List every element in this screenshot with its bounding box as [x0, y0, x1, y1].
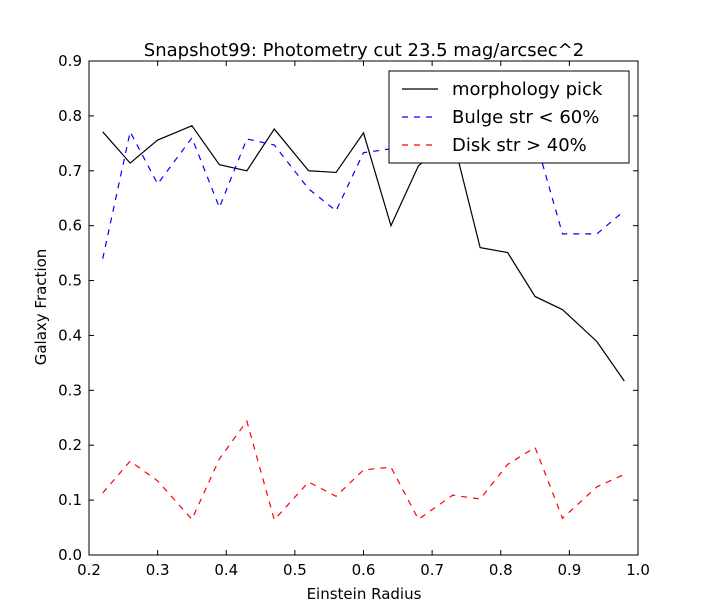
- y-tick-label: 0.4: [58, 326, 82, 344]
- x-tick-label: 0.3: [146, 561, 170, 579]
- y-tick-label: 0.6: [58, 217, 82, 235]
- x-tick-label: 0.4: [214, 561, 238, 579]
- series-layer: [102, 125, 625, 522]
- x-tick-label: 0.2: [77, 561, 101, 579]
- x-tick-label: 0.7: [420, 561, 444, 579]
- x-tick-label: 0.6: [352, 561, 376, 579]
- y-tick-label: 0.3: [58, 381, 82, 399]
- legend-label: morphology pick: [452, 79, 603, 100]
- y-tick-label: 0.8: [58, 107, 82, 125]
- y-tick-label: 0.5: [58, 272, 82, 290]
- legend: morphology pick Bulge str < 60% Disk str >…: [388, 70, 630, 164]
- x-tick-label: 1.0: [626, 561, 650, 579]
- series-line-1: [102, 125, 625, 382]
- series-line-2: [102, 130, 625, 259]
- y-tick-label: 0.0: [58, 546, 82, 564]
- y-axis-label: Galaxy Fraction: [32, 249, 50, 366]
- x-tick-label: 0.9: [557, 561, 581, 579]
- x-axis-label: Einstein Radius: [307, 585, 422, 603]
- chart-title: Snapshot99: Photometry cut 23.5 mag/arcs…: [144, 40, 584, 61]
- y-tick-label: 0.9: [58, 52, 82, 70]
- y-tick-label: 0.2: [58, 436, 82, 454]
- y-tick-label: 0.1: [58, 491, 82, 509]
- x-tick-label: 0.5: [283, 561, 307, 579]
- legend-label: Disk str > 40%: [452, 135, 587, 156]
- axes-layer: 0.2 0.3 0.4 0.5 0.6 0.7 0.8 0.9 1.0 0.0 0.1 0.2 0.3 0…: [58, 52, 650, 579]
- legend-label: Bulge str < 60%: [452, 107, 599, 128]
- x-tick-label: 0.8: [489, 561, 513, 579]
- y-tick-label: 0.7: [58, 162, 82, 180]
